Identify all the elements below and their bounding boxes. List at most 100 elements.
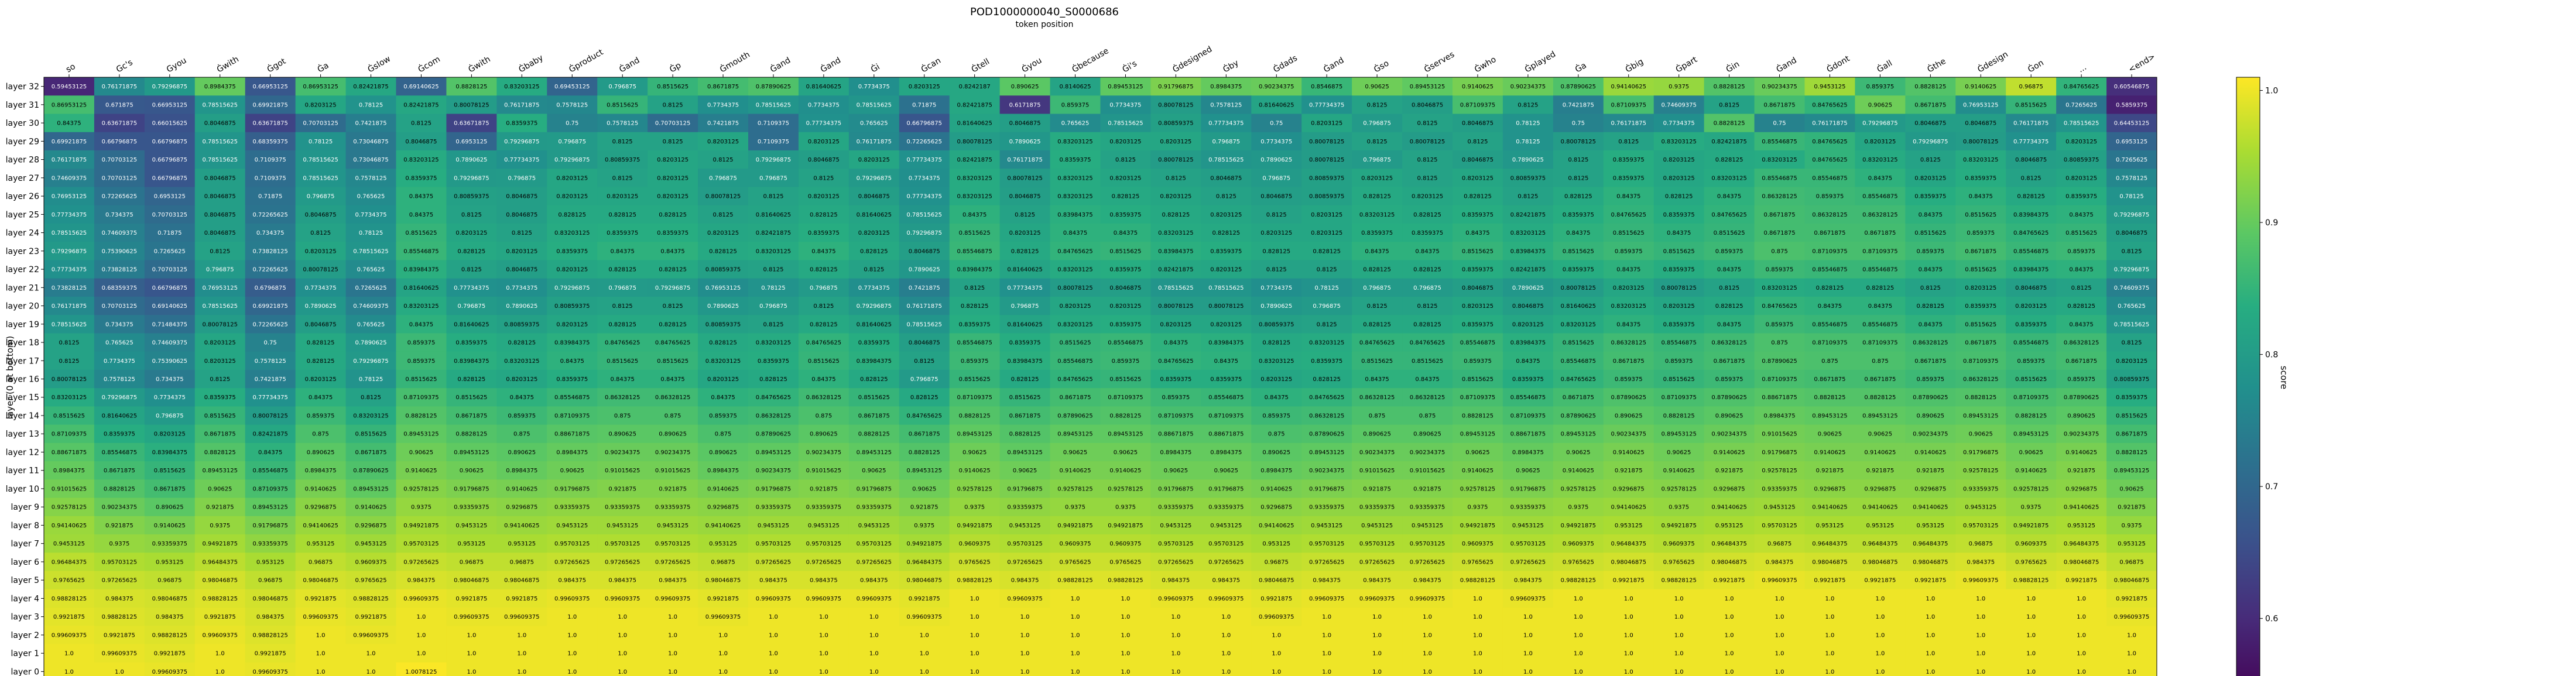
cell-value-label: 0.8359375 bbox=[1210, 376, 1242, 383]
cell-value-label: 0.68359375 bbox=[102, 285, 137, 291]
cell-value-label: 0.83984375 bbox=[1057, 212, 1092, 218]
cell-value-label: 0.94921875 bbox=[203, 541, 238, 547]
heatmap-cell bbox=[1352, 77, 1403, 96]
heatmap-cell bbox=[1553, 132, 1604, 151]
cell-value-label: 0.9921875 bbox=[2065, 578, 2097, 584]
cell-value-label: 0.77734375 bbox=[52, 267, 87, 273]
cell-value-label: 0.94140625 bbox=[504, 523, 539, 529]
cell-value-label: 0.98828125 bbox=[353, 596, 388, 602]
heatmap-cell bbox=[1301, 205, 1352, 224]
cell-value-label: 0.8125 bbox=[1568, 175, 1588, 181]
heatmap-cell bbox=[1352, 187, 1403, 206]
cell-value-label: 0.96875 bbox=[157, 578, 181, 584]
cell-value-label: 0.83203125 bbox=[1510, 230, 1546, 236]
cell-value-label: 0.8359375 bbox=[858, 340, 890, 346]
cell-value-label: 0.921875 bbox=[1816, 468, 1844, 474]
heatmap-cell bbox=[1603, 77, 1654, 96]
cell-value-label: 0.83203125 bbox=[756, 248, 791, 255]
cell-value-label: 0.890625 bbox=[1363, 431, 1391, 438]
heatmap-cell bbox=[1955, 95, 2006, 114]
cell-value-label: 0.83203125 bbox=[554, 230, 590, 236]
cell-value-label: 0.76953125 bbox=[1963, 102, 1998, 108]
heatmap-cell bbox=[496, 223, 547, 242]
cell-value-label: 0.77734375 bbox=[252, 394, 287, 401]
heatmap-cell bbox=[44, 114, 95, 133]
heatmap-cell bbox=[1150, 260, 1201, 279]
cell-value-label: 0.93359375 bbox=[1158, 505, 1193, 511]
cell-value-label: 1.0 bbox=[618, 614, 627, 620]
cell-value-label: 0.828125 bbox=[608, 321, 636, 328]
heatmap-cell bbox=[94, 95, 145, 114]
cell-value-label: 0.83203125 bbox=[1762, 285, 1797, 291]
cell-value-label: 0.9609375 bbox=[959, 541, 991, 547]
cell-value-label: 1.0 bbox=[1322, 651, 1331, 657]
cell-value-label: 0.8046875 bbox=[808, 157, 840, 163]
heatmap-cell bbox=[2056, 114, 2107, 133]
heatmap-cell bbox=[1804, 260, 1855, 279]
cell-value-label: 0.875 bbox=[816, 413, 833, 419]
cell-value-label: 0.82421875 bbox=[756, 230, 791, 236]
cell-value-label: 0.91015625 bbox=[1762, 431, 1797, 438]
heatmap-cell bbox=[245, 77, 296, 96]
cell-value-label: 1.0 bbox=[819, 651, 828, 657]
cell-value-label: 0.828125 bbox=[307, 340, 335, 346]
cell-value-label: 0.8125 bbox=[663, 303, 683, 310]
cell-value-label: 0.9453125 bbox=[808, 523, 840, 529]
cell-value-label: 0.69921875 bbox=[252, 102, 287, 108]
x-tick-label: Ġby bbox=[1221, 57, 1240, 75]
cell-value-label: 0.80078125 bbox=[1057, 285, 1092, 291]
cell-value-label: 0.9921875 bbox=[104, 632, 135, 639]
cell-value-label: 0.8125 bbox=[1719, 285, 1739, 291]
cell-value-label: 0.89453125 bbox=[1108, 84, 1143, 90]
cell-value-label: 0.94140625 bbox=[52, 523, 87, 529]
cell-value-label: 0.94140625 bbox=[303, 523, 338, 529]
cell-value-label: 0.84375 bbox=[1919, 212, 1943, 218]
cell-value-label: 0.890625 bbox=[1413, 431, 1441, 438]
cell-value-label: 0.796875 bbox=[910, 376, 938, 383]
x-tick-label: Ġa bbox=[316, 60, 331, 74]
colorbar-tick-label: 0.8 bbox=[2265, 351, 2278, 360]
cell-value-label: 0.7265625 bbox=[2116, 157, 2147, 163]
cell-value-label: 0.93359375 bbox=[1359, 505, 1395, 511]
cell-value-label: 0.95703125 bbox=[806, 541, 841, 547]
cell-value-label: 0.81640625 bbox=[756, 212, 791, 218]
cell-value-label: 1.0 bbox=[1272, 669, 1281, 675]
cell-value-label: 0.91015625 bbox=[1359, 468, 1395, 474]
heatmap-cell bbox=[446, 132, 497, 151]
heatmap-cell bbox=[748, 223, 799, 242]
cell-value-label: 1.0 bbox=[215, 669, 225, 675]
cell-value-label: 0.80859375 bbox=[2064, 157, 2099, 163]
cell-value-label: 0.734375 bbox=[156, 376, 184, 383]
heatmap-cell bbox=[94, 296, 145, 315]
cell-value-label: 0.7578125 bbox=[104, 376, 135, 383]
cell-value-label: 0.84765625 bbox=[1309, 394, 1344, 401]
heatmap-cell bbox=[1905, 223, 1956, 242]
cell-value-label: 0.75 bbox=[1572, 121, 1585, 127]
cell-value-label: 0.83203125 bbox=[1762, 157, 1797, 163]
cell-value-label: 0.59453125 bbox=[52, 84, 87, 90]
cell-value-label: 0.84375 bbox=[1365, 248, 1389, 255]
y-tick-label: layer 3 bbox=[11, 613, 39, 622]
x-tick-label: Ġi bbox=[869, 61, 882, 75]
cell-value-label: 0.80078125 bbox=[957, 139, 992, 145]
cell-value-label: 0.8515625 bbox=[1965, 267, 1996, 273]
cell-value-label: 0.9140625 bbox=[2015, 468, 2047, 474]
cell-value-label: 0.984375 bbox=[608, 578, 636, 584]
cell-value-label: 1.0 bbox=[1071, 614, 1080, 620]
cell-value-label: 0.9453125 bbox=[1009, 523, 1041, 529]
cell-value-label: 0.8359375 bbox=[1663, 212, 1695, 218]
cell-value-label: 0.9296875 bbox=[1914, 486, 1946, 492]
cell-value-label: 0.89453125 bbox=[1661, 431, 1696, 438]
cell-value-label: 0.78125 bbox=[1314, 285, 1338, 291]
cell-value-label: 0.9453125 bbox=[858, 523, 890, 529]
heatmap-cell bbox=[597, 132, 648, 151]
heatmap-cell bbox=[1453, 223, 1503, 242]
cell-value-label: 0.6953125 bbox=[455, 139, 487, 145]
cell-value-label: 0.8203125 bbox=[1109, 175, 1141, 181]
cell-value-label: 0.84375 bbox=[409, 194, 433, 200]
heatmap-cell bbox=[1402, 278, 1453, 297]
cell-value-label: 0.92578125 bbox=[52, 505, 87, 511]
cell-value-label: 0.84375 bbox=[409, 212, 433, 218]
cell-value-label: 0.8203125 bbox=[607, 194, 638, 200]
cell-value-label: 0.8125 bbox=[2122, 340, 2142, 346]
